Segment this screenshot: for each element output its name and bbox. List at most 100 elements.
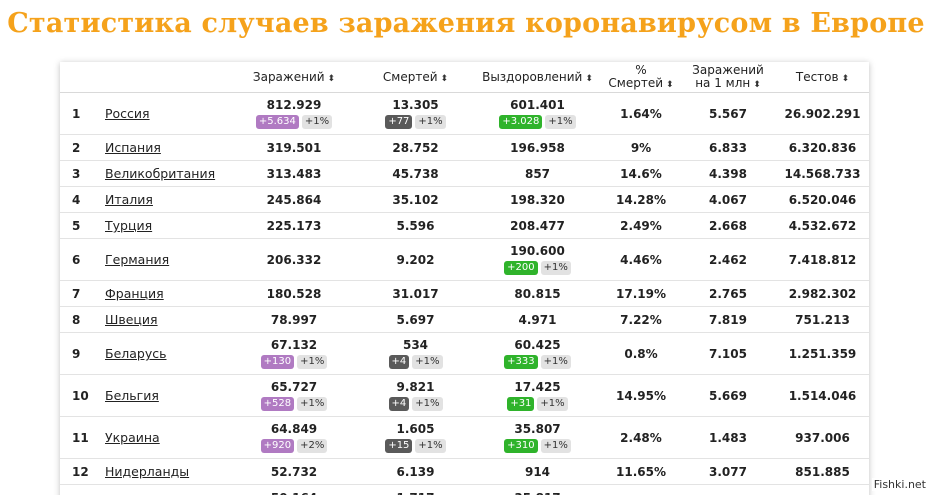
col-recovered-label: Выздоровлений [482, 69, 583, 84]
recovered-delta-badge: +3.028 [499, 115, 543, 129]
table-row: 6 Германия 206.332 9.202 190.600 +200 +1% 4.46%… [60, 238, 869, 281]
death-rate-cell: 1.64% [602, 92, 680, 135]
recovered-cell: 60.425 +333 +1% [473, 332, 602, 375]
cases-delta-badge: +5.634 [255, 115, 299, 129]
cases-value: 67.132 [270, 338, 318, 352]
deaths-delta-badges: +77 +1% [358, 113, 473, 129]
sort-arrows-icon[interactable]: ⬍ [841, 73, 850, 84]
tests-cell [776, 484, 869, 495]
recovered-cell: 4.971 [473, 306, 602, 333]
recovered-value: 4.971 [518, 312, 557, 327]
country-cell: Испания [105, 134, 230, 161]
cases-cell: 206.332 [230, 238, 358, 281]
cases-value: 245.864 [266, 192, 322, 207]
cases-delta-badges: +528 +1% [230, 395, 358, 411]
col-deaths[interactable]: Смертей ⬍ [358, 62, 473, 93]
death-rate-cell: 2.48% [602, 416, 680, 459]
country-link[interactable]: Беларусь [105, 346, 167, 361]
recovered-percent-badge: +1% [540, 261, 571, 275]
col-cases[interactable]: Заражений ⬍ [230, 62, 358, 93]
country-link[interactable]: Италия [105, 192, 153, 207]
country-link[interactable]: Швеция [105, 312, 158, 327]
death-rate-cell: 2.49% [602, 212, 680, 239]
country-link[interactable]: Турция [105, 218, 153, 233]
cases-cell: 225.173 [230, 212, 358, 239]
page-title: Статистика случаев заражения коронавирус… [7, 8, 925, 39]
sort-arrows-icon[interactable]: ⬍ [440, 73, 449, 84]
recovered-value: 35.817 [473, 491, 602, 495]
recovered-percent-badge: +1% [537, 397, 568, 411]
country-link[interactable]: Франция [105, 286, 164, 301]
sort-arrows-icon[interactable]: ⬍ [585, 73, 593, 84]
sort-arrows-icon[interactable]: ⬍ [666, 80, 674, 90]
cases-delta-badges: +920 +2% [230, 437, 358, 453]
deaths-cell: 6.139 [358, 458, 473, 485]
recovered-cell: 196.958 [473, 134, 602, 161]
tests-cell: 751.213 [776, 306, 869, 333]
deaths-value: 5.596 [396, 218, 435, 233]
recovered-cell: 857 [473, 160, 602, 187]
death-rate-cell [602, 484, 680, 495]
table-row: 10 Бельгия 65.727 +528 +1% 9.821 +4 +1% 17.425 +3… [60, 374, 869, 417]
deaths-cell: 31.017 [358, 280, 473, 307]
deaths-value: 534 [402, 338, 429, 352]
row-number: 12 [60, 458, 105, 485]
deaths-value: 9.202 [396, 252, 435, 267]
table-header: Заражений ⬍ Смертей ⬍ Выздоровлений ⬍ % Смер… [60, 62, 869, 93]
cases-cell: 52.732 [230, 458, 358, 485]
deaths-percent-badge: +1% [412, 397, 443, 411]
col-death-rate-label-1: % [635, 63, 647, 77]
watermark: Fishki.net [871, 478, 928, 491]
country-link[interactable]: Украина [105, 430, 160, 445]
table-row: 11 Украина 64.849 +920 +2% 1.605 +15 +1% 35.807 +… [60, 416, 869, 459]
country-link[interactable]: Великобритания [105, 166, 216, 181]
recovered-delta-badge: +200 [504, 261, 538, 275]
row-number: 11 [60, 416, 105, 459]
sort-arrows-icon[interactable]: ⬍ [753, 80, 761, 90]
sort-arrows-icon[interactable]: ⬍ [327, 73, 336, 84]
deaths-delta-badge: +4 [388, 397, 410, 411]
death-rate-cell: 9% [602, 134, 680, 161]
table-row: 5 Турция 225.173 5.596 208.477 2.49% 2.668 4.53… [60, 212, 869, 239]
row-number: 3 [60, 160, 105, 187]
deaths-cell: 5.596 [358, 212, 473, 239]
recovered-delta-badge: +310 [504, 439, 538, 453]
per-million-cell: 4.398 [680, 160, 776, 187]
col-number [60, 62, 105, 93]
row-number: 2 [60, 134, 105, 161]
col-tests[interactable]: Тестов ⬍ [776, 62, 869, 93]
death-rate-cell: 17.19% [602, 280, 680, 307]
recovered-percent-badge: +1% [545, 115, 576, 129]
col-per-million-label-2: на 1 млн [695, 76, 751, 90]
recovered-cell: 35.817 [473, 484, 602, 495]
col-per-million[interactable]: Заражений на 1 млн ⬍ [680, 62, 776, 93]
deaths-cell: 9.202 [358, 238, 473, 281]
col-recovered[interactable]: Выздоровлений ⬍ [473, 62, 602, 93]
country-link[interactable]: Германия [105, 252, 170, 267]
recovered-delta-badges: +31 +1% [473, 395, 602, 411]
row-number: 9 [60, 332, 105, 375]
recovered-value: 914 [524, 464, 551, 479]
cases-cell: 245.864 [230, 186, 358, 213]
col-death-rate[interactable]: % Смертей ⬍ [602, 62, 680, 93]
table-row: 7 Франция 180.528 31.017 80.815 17.19% 2.765 2.… [60, 280, 869, 307]
death-rate-cell: 7.22% [602, 306, 680, 333]
country-link[interactable]: Нидерланды [105, 464, 190, 479]
country-link[interactable]: Бельгия [105, 388, 159, 403]
country-link[interactable]: Испания [105, 140, 161, 155]
recovered-value: 190.600 [510, 244, 565, 258]
cases-cell: 50.164 [230, 484, 358, 495]
cases-cell: 65.727 +528 +1% [230, 374, 358, 417]
cases-percent-badge: +2% [297, 439, 328, 453]
cases-value: 812.929 [266, 98, 322, 112]
cases-percent-badge: +1% [297, 355, 328, 369]
deaths-cell: 13.305 +77 +1% [358, 92, 473, 135]
row-number [60, 484, 105, 495]
row-number: 10 [60, 374, 105, 417]
deaths-delta-badges: +15 +1% [358, 437, 473, 453]
country-link[interactable]: Россия [105, 106, 150, 121]
table-row: 8 Швеция 78.997 5.697 4.971 7.22% 7.819 751.213 [60, 306, 869, 333]
deaths-value: 28.752 [392, 140, 439, 155]
tests-cell: 26.902.291 [776, 92, 869, 135]
cases-value: 78.997 [270, 312, 318, 327]
